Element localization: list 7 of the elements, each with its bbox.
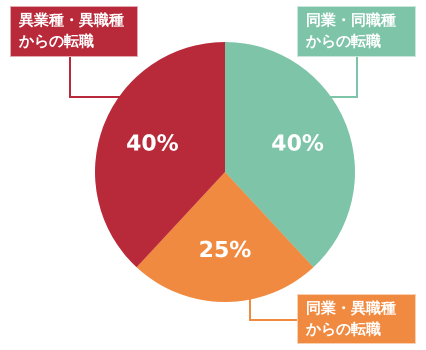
pie-slice: [136, 172, 314, 302]
data-label: 40%: [271, 132, 324, 157]
data-label: 40%: [126, 132, 179, 157]
data-label: 25%: [198, 238, 252, 263]
slice-label: 同業・異職種からの転職: [297, 294, 416, 344]
slice-label: 異業種・異職種からの転職: [10, 6, 138, 57]
slice-label: 同業・同職種からの転職: [297, 6, 416, 57]
